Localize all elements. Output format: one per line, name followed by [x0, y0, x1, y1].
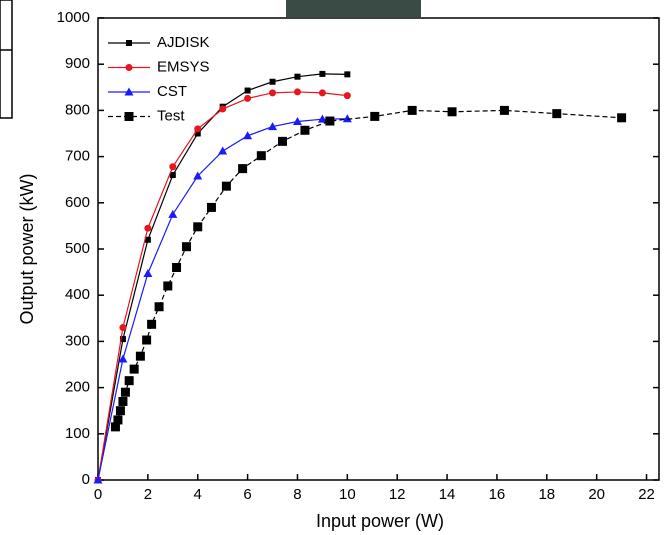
point	[124, 376, 134, 386]
point	[143, 268, 153, 277]
x-tick-label: 0	[94, 486, 102, 503]
point	[319, 70, 326, 77]
point	[113, 415, 123, 425]
point	[269, 78, 276, 85]
point	[244, 94, 252, 102]
legend-label: Test	[157, 107, 185, 124]
x-tick-label: 10	[339, 486, 356, 503]
point	[238, 164, 248, 174]
x-tick-label: 20	[588, 486, 605, 503]
y-tick-label: 700	[65, 148, 90, 165]
point	[169, 172, 176, 179]
series-line	[97, 118, 348, 481]
point	[318, 89, 326, 97]
point	[343, 92, 351, 100]
point	[119, 336, 126, 343]
x-tick-label: 12	[389, 486, 406, 503]
legend-marker	[124, 87, 134, 96]
point	[218, 146, 228, 155]
y-tick-label: 0	[82, 471, 90, 488]
x-tick-label: 14	[439, 486, 456, 503]
point	[370, 111, 380, 121]
point	[243, 131, 253, 140]
point	[244, 87, 251, 94]
point	[119, 324, 127, 332]
point	[154, 302, 164, 312]
y-tick-label: 100	[65, 425, 90, 442]
point	[169, 163, 177, 171]
legend-label: EMSYS	[157, 58, 210, 75]
point	[172, 262, 182, 272]
point	[129, 364, 139, 374]
x-axis-label: Input power (W)	[316, 511, 444, 531]
point	[147, 319, 157, 329]
y-tick-label: 200	[65, 379, 90, 396]
point	[447, 107, 457, 117]
x-tick-label: 22	[638, 486, 655, 503]
x-tick-label: 18	[538, 486, 555, 503]
y-tick-label: 800	[65, 101, 90, 118]
point	[110, 422, 120, 432]
cropped-photo	[286, 0, 421, 17]
point	[278, 136, 288, 146]
point	[344, 71, 351, 78]
point	[118, 396, 128, 406]
point	[194, 130, 201, 137]
y-tick-label: 400	[65, 286, 90, 303]
point	[292, 116, 302, 125]
point	[269, 89, 277, 97]
point	[219, 105, 227, 113]
cropped-table-edge	[0, 0, 13, 119]
point	[193, 222, 203, 232]
y-tick-label: 1000	[57, 9, 90, 26]
point	[142, 335, 152, 345]
point	[206, 202, 216, 212]
x-tick-label: 8	[293, 486, 301, 503]
y-axis-label: Output power (kW)	[17, 173, 37, 324]
point	[300, 125, 310, 135]
point	[617, 113, 627, 123]
point	[182, 242, 192, 252]
point	[293, 88, 301, 96]
point	[115, 406, 125, 416]
point	[118, 354, 128, 363]
point	[294, 73, 301, 80]
y-tick-label: 900	[65, 55, 90, 72]
legend-marker	[125, 64, 133, 71]
point	[168, 209, 178, 218]
point	[499, 105, 509, 115]
series-line	[114, 109, 622, 428]
point	[407, 105, 417, 115]
point	[163, 281, 173, 291]
y-tick-label: 500	[65, 240, 90, 257]
point	[256, 151, 266, 161]
x-tick-label: 16	[489, 486, 506, 503]
point	[193, 171, 203, 180]
point	[325, 116, 335, 126]
point	[93, 475, 103, 484]
point	[135, 351, 145, 361]
point	[317, 114, 327, 123]
x-tick-label: 4	[194, 486, 202, 503]
y-tick-label: 300	[65, 332, 90, 349]
point	[144, 236, 151, 243]
point	[120, 387, 130, 397]
point	[221, 181, 231, 191]
point	[194, 125, 202, 133]
point	[552, 109, 562, 119]
legend-marker	[124, 112, 134, 121]
legend-marker	[126, 40, 132, 46]
point	[342, 114, 352, 123]
y-tick-label: 600	[65, 194, 90, 211]
point	[144, 224, 152, 232]
x-tick-label: 2	[144, 486, 152, 503]
legend-label: AJDISK	[157, 34, 210, 51]
x-tick-label: 6	[243, 486, 251, 503]
point	[268, 122, 278, 131]
legend-label: CST	[157, 83, 187, 100]
